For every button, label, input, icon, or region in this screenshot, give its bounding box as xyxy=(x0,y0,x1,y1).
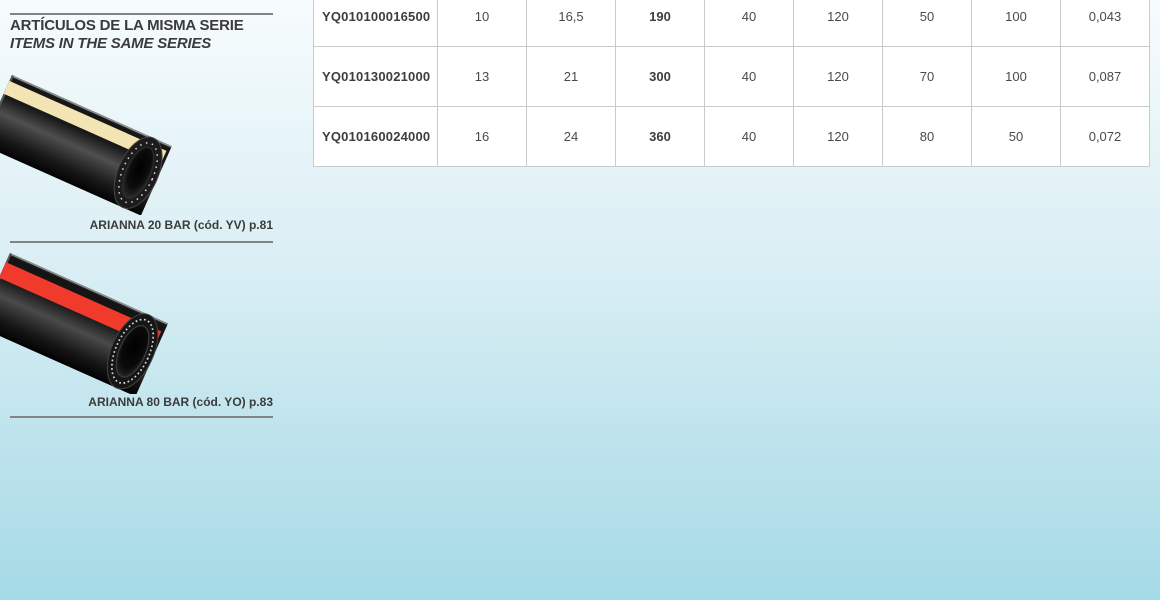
table-cell: 40 xyxy=(704,106,794,167)
table-cell: 16,5 xyxy=(526,0,616,47)
table-row: YQ010160024000 16 24 360 40 120 80 50 0,… xyxy=(313,106,1150,167)
table-cell: 0,043 xyxy=(1060,0,1150,47)
table-cell: 40 xyxy=(704,46,794,107)
table-cell: 24 xyxy=(526,106,616,167)
table-cell: 16 xyxy=(437,106,527,167)
series-data-table: YQ010100016500 10 16,5 190 40 120 50 100… xyxy=(313,0,1150,167)
table-cell: 80 xyxy=(882,106,972,167)
table-cell: 50 xyxy=(882,0,972,47)
product-code-cell: YQ010130021000 xyxy=(313,46,438,107)
table-cell: 190 xyxy=(615,0,705,47)
divider xyxy=(10,416,273,418)
product-code-cell-highlighted: YQ010100016500 xyxy=(313,0,438,47)
table-cell: 360 xyxy=(615,106,705,167)
product-caption-arianna-80-bar: ARIANNA 80 BAR (cód. YO) p.83 xyxy=(88,395,273,409)
product-caption-arianna-20-bar: ARIANNA 20 BAR (cód. YV) p.81 xyxy=(89,218,273,232)
same-series-sidebar: ARTÍCULOS DE LA MISMA SERIE ITEMS IN THE… xyxy=(0,0,280,600)
divider xyxy=(10,241,273,243)
table-cell: 300 xyxy=(615,46,705,107)
table-cell: 0,072 xyxy=(1060,106,1150,167)
table-cell: 0,087 xyxy=(1060,46,1150,107)
hose-image-arianna-80-bar xyxy=(0,252,169,394)
cream-stripe xyxy=(3,80,167,164)
sidebar-title-english: ITEMS IN THE SAME SERIES xyxy=(10,35,212,52)
sidebar-title-spanish: ARTÍCULOS DE LA MISMA SERIE xyxy=(10,17,244,34)
divider xyxy=(10,13,273,15)
table-cell: 21 xyxy=(526,46,616,107)
table-row: YQ010100016500 10 16,5 190 40 120 50 100… xyxy=(313,0,1150,47)
table-cell: 50 xyxy=(971,106,1061,167)
table-cell: 10 xyxy=(437,0,527,47)
table-cell: 13 xyxy=(437,46,527,107)
table-cell: 70 xyxy=(882,46,972,107)
table-cell: 100 xyxy=(971,0,1061,47)
table-cell: 40 xyxy=(704,0,794,47)
product-code-cell: YQ010160024000 xyxy=(313,106,438,167)
table-cell: 120 xyxy=(793,0,883,47)
table-cell: 100 xyxy=(971,46,1061,107)
hose-image-arianna-20-bar xyxy=(0,74,172,215)
table-cell: 120 xyxy=(793,46,883,107)
table-row: YQ010130021000 13 21 300 40 120 70 100 0… xyxy=(313,46,1150,107)
red-stripe xyxy=(0,262,162,347)
table-cell: 120 xyxy=(793,106,883,167)
